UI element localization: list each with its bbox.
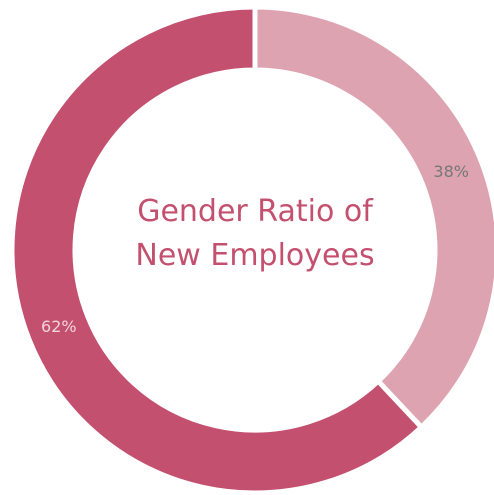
chart-title: Gender Ratio of New Employees <box>135 194 375 273</box>
donut-slice <box>9 4 425 495</box>
donut-slice <box>252 4 494 431</box>
value-label: 38% <box>433 162 469 181</box>
value-label: 62% <box>41 317 77 336</box>
